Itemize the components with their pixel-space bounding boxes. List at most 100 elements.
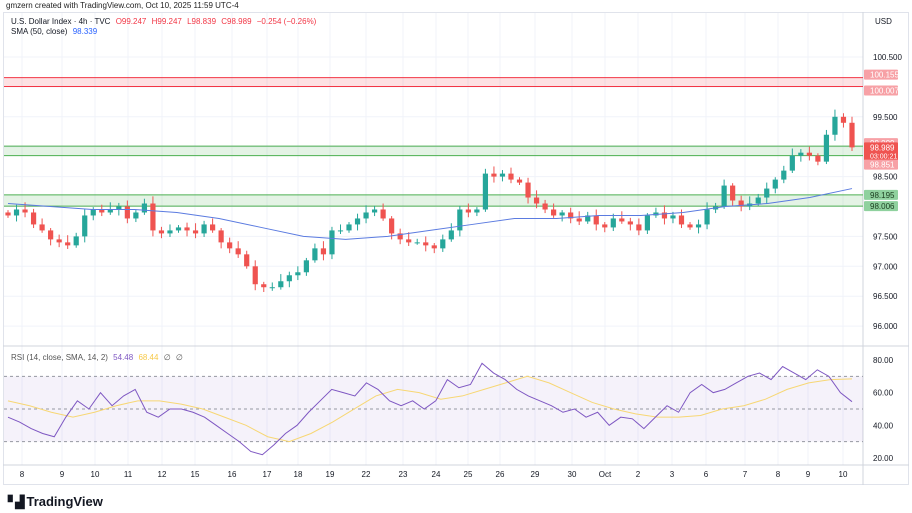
candle-body [695, 224, 702, 228]
rsi-tick-label: 60.00 [873, 389, 894, 398]
candle-body [286, 275, 292, 282]
candle-body [346, 224, 352, 231]
candle-body [48, 230, 54, 240]
time-tick-label: 10 [839, 470, 848, 479]
open-value: O99.247 [115, 17, 147, 26]
candle-body [525, 182, 531, 198]
price-tag-label: 98.195 [870, 191, 895, 200]
candle-body [218, 230, 224, 243]
candle-body [423, 242, 429, 246]
candle-body [73, 236, 79, 246]
candle-body [764, 188, 770, 198]
candle-body [175, 227, 182, 231]
rsi-extra-1: ∅ [163, 353, 171, 362]
candle-body [602, 224, 608, 228]
candle-body [295, 272, 301, 276]
candle-body [210, 224, 216, 231]
time-tick-label: 9 [806, 470, 811, 479]
tradingview-logo[interactable]: ▘▟ TradingView [8, 494, 103, 509]
candle-body [772, 179, 778, 189]
time-tick-label: 9 [60, 470, 65, 479]
candle-body [781, 170, 787, 180]
logo-text: TradingView [26, 494, 103, 509]
time-tick-label: 15 [191, 470, 200, 479]
candle-body [678, 215, 685, 225]
price-tag-label: 98.851 [870, 161, 895, 170]
candle-body [337, 230, 344, 232]
change-value: −0.254 (−0.26%) [256, 17, 317, 26]
candle-body [201, 224, 207, 234]
candle-body [721, 185, 727, 207]
candle-body [798, 152, 804, 156]
time-tick-label: 23 [399, 470, 408, 479]
price-tag-label: 100.155 [870, 71, 899, 80]
candle-body [738, 200, 744, 207]
candle-body [755, 197, 761, 204]
candle-body [661, 212, 668, 219]
chart-container[interactable] [3, 12, 909, 485]
sma-value: 98.339 [72, 27, 98, 36]
candle-body [244, 254, 250, 267]
candle-body [508, 173, 514, 180]
time-tick-label: 8 [776, 470, 781, 479]
candle-body [39, 224, 45, 231]
rsi-tick-label: 80.00 [873, 356, 894, 365]
sma-line [7, 188, 853, 240]
candle-body [312, 248, 318, 261]
candle-body [5, 212, 11, 216]
time-tick-label: 7 [743, 470, 748, 479]
candle-body [22, 209, 28, 213]
candle-body [252, 266, 258, 285]
chart-credit: gmzern created with TradingView.com, Oct… [6, 1, 239, 10]
time-tick-label: 3 [670, 470, 675, 479]
high-value: H99.247 [151, 17, 182, 26]
candle-body [516, 179, 523, 183]
candle-body [644, 215, 650, 231]
currency-label[interactable]: USD [875, 17, 892, 26]
price-tick-label: 97.500 [873, 232, 898, 241]
candle-body [491, 173, 497, 177]
candle-body [465, 209, 471, 213]
candle-body [619, 218, 625, 222]
candle-body [354, 218, 361, 225]
rsi-label[interactable]: RSI (14, close, SMA, 14, 2) [11, 353, 108, 362]
symbol-name[interactable]: U.S. Dollar Index · 4h · TVC [11, 17, 111, 26]
tradingview-logo-icon: ▘▟ [8, 494, 25, 509]
candle-body [107, 209, 113, 213]
candle-body [499, 173, 506, 177]
time-tick-label: 25 [464, 470, 473, 479]
candle-body [849, 122, 855, 148]
rsi-tick-label: 20.00 [873, 454, 894, 463]
time-tick-label: 19 [326, 470, 335, 479]
time-tick-label: 12 [158, 470, 167, 479]
candle-body [627, 221, 633, 225]
price-tag [864, 159, 898, 170]
candle-body [363, 212, 369, 219]
time-tick-label: 24 [432, 470, 441, 479]
rsi-extra-2: ∅ [175, 353, 183, 362]
candle-body [116, 206, 122, 210]
rsi-sma-value: 68.44 [138, 353, 159, 362]
candle-body [303, 260, 309, 273]
time-tick-label: 30 [568, 470, 577, 479]
time-tick-label: 6 [704, 470, 709, 479]
candle-body [278, 281, 284, 288]
rsi-tick-label: 40.00 [873, 421, 894, 430]
candle-body [13, 209, 20, 216]
price-tick-label: 98.500 [873, 173, 898, 182]
time-tick-label: 29 [531, 470, 540, 479]
candle-body [559, 212, 565, 216]
candle-body [141, 203, 148, 213]
candle-body [533, 197, 540, 204]
sma-label[interactable]: SMA (50, close) [11, 27, 68, 36]
candle-body [568, 212, 574, 219]
candle-body [832, 116, 838, 135]
symbol-legend: U.S. Dollar Index · 4h · TVC O99.247 H99… [11, 17, 319, 26]
price-tick-label: 96.000 [873, 322, 898, 331]
low-value: L98.839 [187, 17, 217, 26]
price-tick-label: 96.500 [873, 292, 898, 301]
price-tag-label: 98.989 [870, 143, 895, 152]
candle-body [542, 203, 548, 210]
candle-body [687, 224, 693, 228]
